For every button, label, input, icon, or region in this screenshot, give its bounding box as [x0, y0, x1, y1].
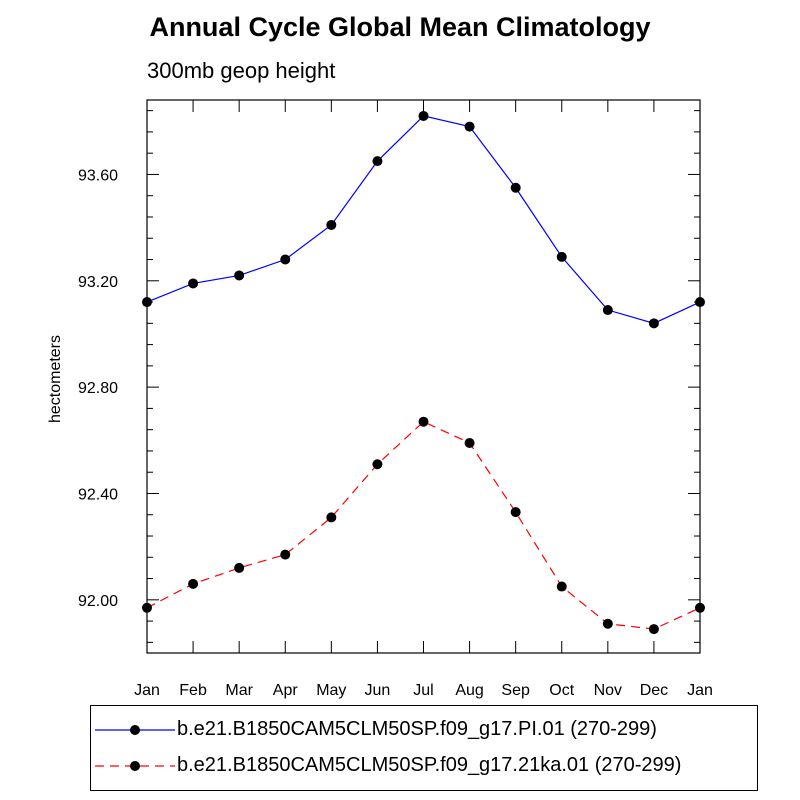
x-tick-label: Sep [501, 682, 530, 699]
series-1-point [602, 618, 613, 629]
series-1-point [142, 602, 152, 613]
y-tick-label: 92.80 [78, 380, 118, 397]
chart-title: Annual Cycle Global Mean Climatology [149, 12, 651, 42]
series-0-point [326, 219, 337, 230]
series-0-point [418, 110, 429, 121]
x-tick-label: Aug [455, 682, 483, 699]
series-0-point [464, 121, 475, 132]
series-1-point [556, 581, 567, 592]
legend-label-21ka: b.e21.B1850CAM5CLM50SP.f09_g17.21ka.01 (… [177, 754, 682, 776]
series-1-point [280, 549, 291, 560]
x-tick-label: May [316, 682, 346, 699]
series-line-0 [146, 115, 701, 324]
series-0-point [648, 318, 659, 329]
x-tick-label: Mar [225, 682, 253, 699]
legend-swatch-pi [95, 725, 175, 735]
axis-ticks: Jan Feb Mar Apr May Jun Jul Aug Sep Oct Nov Dec Jan 9… [78, 100, 713, 699]
y-tick-label: 93.20 [78, 274, 118, 291]
series-layer [142, 110, 705, 635]
series-0-point [556, 251, 567, 262]
x-tick-label: Apr [273, 682, 299, 699]
legend-swatch-21ka [95, 761, 175, 771]
series-0-point [695, 297, 705, 308]
legend: b.e21.B1850CAM5CLM50SP.f09_g17.PI.01 (27… [90, 705, 758, 791]
legend-item-21ka: b.e21.B1850CAM5CLM50SP.f09_g17.21ka.01 (… [91, 748, 757, 784]
x-tick-label: Jun [365, 682, 391, 699]
series-1-point [510, 507, 521, 518]
series-0-point [280, 254, 291, 265]
series-1-point [648, 624, 659, 635]
series-0-point [188, 278, 199, 289]
series-0-point [142, 297, 152, 308]
y-tick-label: 92.00 [78, 593, 118, 610]
series-1-point [326, 512, 337, 523]
series-1-point [372, 459, 383, 470]
series-0-point [372, 156, 383, 167]
plot-frame [146, 99, 701, 654]
series-0-point [510, 182, 521, 193]
series-line-1 [146, 420, 701, 630]
x-tick-label: Dec [640, 682, 668, 699]
series-0-point [602, 305, 613, 316]
y-tick-label: 92.40 [78, 486, 118, 503]
series-1-point [464, 437, 475, 448]
legend-label-pi: b.e21.B1850CAM5CLM50SP.f09_g17.PI.01 (27… [177, 718, 657, 740]
legend-item-pi: b.e21.B1850CAM5CLM50SP.f09_g17.PI.01 (27… [91, 712, 757, 748]
x-tick-label: Feb [179, 682, 207, 699]
chart-subtitle: 300mb geop height [147, 58, 336, 83]
x-tick-label: Jan [134, 682, 160, 699]
series-1-point [234, 562, 245, 573]
y-tick-label: 93.60 [78, 167, 118, 184]
series-1-point [188, 578, 199, 589]
series-1-point [418, 416, 429, 427]
x-tick-label: Nov [594, 682, 622, 699]
x-tick-label: Oct [549, 682, 574, 699]
series-0-point [234, 270, 245, 281]
x-tick-label: Jan [687, 682, 713, 699]
series-1-point [695, 602, 705, 613]
x-tick-label: Jul [413, 682, 433, 699]
